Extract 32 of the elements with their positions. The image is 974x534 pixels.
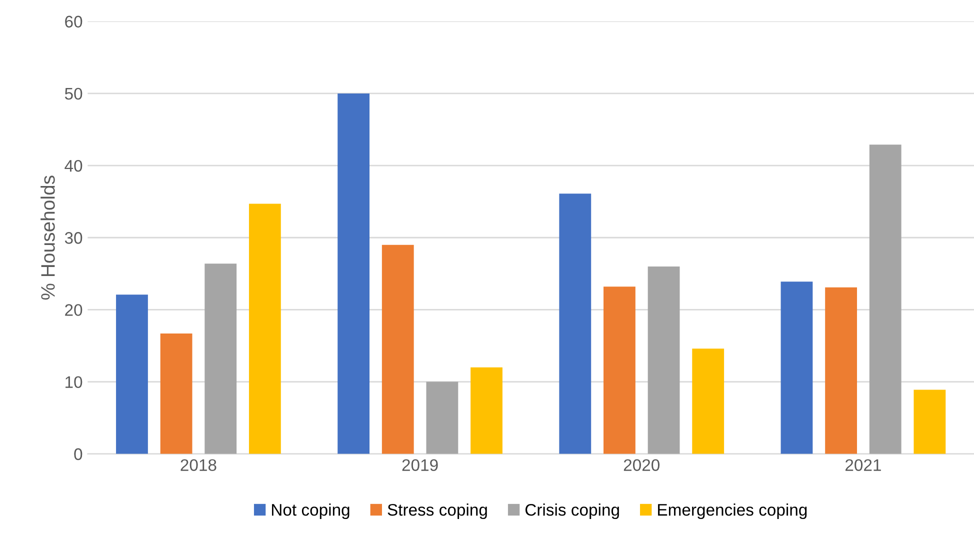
bar	[470, 367, 502, 454]
x-tick-label: 2018	[180, 459, 216, 472]
bar	[869, 144, 902, 454]
legend-label: Not coping	[272, 504, 350, 520]
y-tick-label: 60	[65, 16, 82, 28]
x-tick-label: 2019	[402, 459, 438, 472]
y-tick-label: 10	[66, 376, 82, 388]
bar	[914, 390, 946, 454]
bar	[160, 334, 192, 454]
bar	[559, 194, 592, 454]
bar	[692, 348, 724, 454]
y-tick-label: 40	[64, 160, 82, 172]
y-tick-label: 50	[64, 88, 82, 100]
legend-label: Emergencies coping	[658, 504, 807, 520]
bar	[780, 282, 813, 454]
x-tick-label: 2020	[624, 459, 660, 472]
bar	[604, 286, 636, 454]
x-tick-label: 2021	[846, 459, 881, 472]
y-tick-label: 0	[74, 448, 82, 460]
y-axis-title: % Households	[40, 176, 55, 300]
bar	[338, 93, 370, 454]
y-tick-label: 20	[65, 304, 82, 316]
bar	[426, 382, 458, 454]
y-tick-label: 30	[64, 232, 82, 244]
bar	[825, 287, 858, 454]
legend-label: Stress coping	[388, 504, 487, 520]
bar	[648, 266, 680, 454]
legend-label: Crisis coping	[525, 504, 619, 520]
bar	[382, 244, 414, 454]
bar	[116, 294, 148, 454]
bar	[204, 264, 237, 454]
bar	[248, 204, 281, 454]
